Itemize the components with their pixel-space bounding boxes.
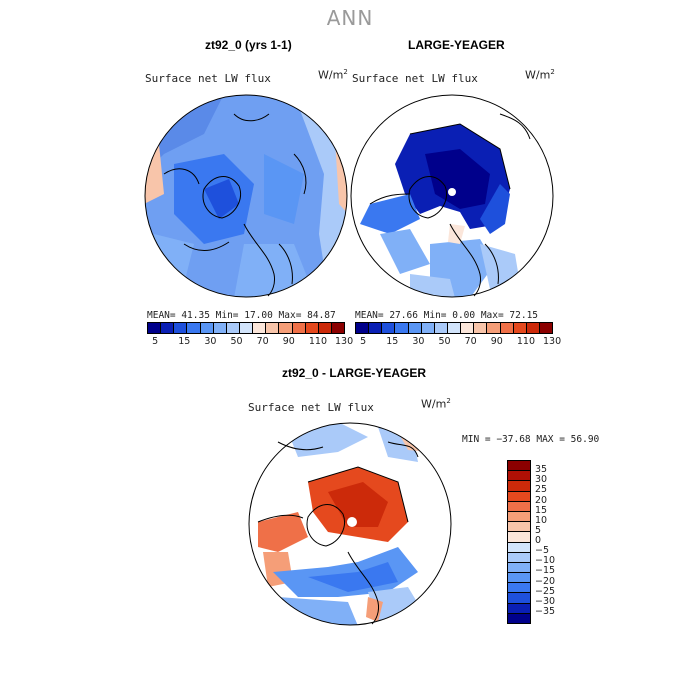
colorbar-tick-label: 0 xyxy=(535,535,542,547)
colorbar-swatch xyxy=(408,323,422,333)
colorbar-tick-label: −15 xyxy=(535,565,556,577)
colorbar-swatch xyxy=(266,323,280,333)
colorbar-swatch xyxy=(508,562,530,574)
colorbar-tick-label: 110 xyxy=(516,336,535,347)
colorbar-swatch xyxy=(508,542,530,553)
colorbar-swatch xyxy=(279,323,293,333)
colorbar-tick-label: 20 xyxy=(535,494,548,506)
colorbar-swatch xyxy=(382,323,396,333)
colorbar-tick-label: 90 xyxy=(490,336,503,347)
panel3-units: W/m2 xyxy=(421,397,451,411)
colorbar-swatch xyxy=(508,511,530,523)
colorbar-tick-label: 15 xyxy=(386,336,399,347)
colorbar-swatch xyxy=(434,323,448,333)
panel1-polar-map xyxy=(144,94,348,298)
colorbar-swatch xyxy=(356,323,370,333)
colorbar-swatch xyxy=(461,323,475,333)
colorbar-swatch xyxy=(508,593,530,604)
panel1-units: W/m2 xyxy=(318,68,348,82)
colorbar-swatch xyxy=(174,323,188,333)
panel1-variable-label: Surface net LW flux xyxy=(145,72,271,85)
colorbar-swatch xyxy=(200,323,214,333)
colorbar-swatch xyxy=(508,552,530,563)
colorbar-tick-label: 35 xyxy=(535,464,548,476)
figure-title: ANN xyxy=(326,6,374,30)
colorbar-tick-label: −25 xyxy=(535,585,556,597)
colorbar-swatch xyxy=(187,323,201,333)
colorbar-swatch xyxy=(487,323,501,333)
colorbar-swatch xyxy=(226,323,240,333)
panel2-variable-label: Surface net LW flux xyxy=(352,72,478,85)
colorbar-swatch xyxy=(508,461,530,472)
colorbar-swatch xyxy=(318,323,332,333)
colorbar-tick-label: 30 xyxy=(412,336,425,347)
colorbar-tick-label: 5 xyxy=(152,336,159,347)
colorbar-swatch xyxy=(474,323,488,333)
colorbar-swatch xyxy=(508,532,530,543)
colorbar-swatch xyxy=(508,501,530,512)
panel2-colorbar xyxy=(355,322,553,334)
colorbar-tick-label: 110 xyxy=(308,336,327,347)
colorbar-tick-label: −35 xyxy=(535,605,556,617)
colorbar-tick-label: 5 xyxy=(360,336,367,347)
colorbar-swatch xyxy=(447,323,462,333)
colorbar-swatch xyxy=(526,323,540,333)
colorbar-swatch xyxy=(508,471,530,482)
colorbar-tick-label: −5 xyxy=(535,545,550,557)
colorbar-swatch xyxy=(292,323,306,333)
colorbar-tick-label: −20 xyxy=(535,575,556,587)
colorbar-swatch xyxy=(508,573,530,584)
colorbar-tick-label: 50 xyxy=(438,336,451,347)
colorbar-tick-label: 25 xyxy=(535,484,548,496)
colorbar-swatch xyxy=(508,613,530,623)
colorbar-tick-label: 130 xyxy=(335,336,354,347)
panel1-title: zt92_0 (yrs 1-1) xyxy=(205,38,292,52)
colorbar-tick-label: 90 xyxy=(282,336,295,347)
colorbar-swatch xyxy=(508,481,530,492)
colorbar-swatch xyxy=(508,603,530,614)
colorbar-swatch xyxy=(508,583,530,594)
colorbar-swatch xyxy=(161,323,175,333)
colorbar-tick-label: −30 xyxy=(535,595,556,607)
panel3-colorbar xyxy=(507,460,531,624)
colorbar-tick-label: 15 xyxy=(535,504,548,516)
panel2-colorbar-ticks: 5 15 30 50 70 90 110 130 xyxy=(355,336,561,350)
colorbar-tick-label: 15 xyxy=(178,336,191,347)
colorbar-tick-label: −10 xyxy=(535,555,556,567)
colorbar-swatch xyxy=(331,323,345,333)
colorbar-tick-label: 30 xyxy=(204,336,217,347)
colorbar-tick-label: 70 xyxy=(464,336,477,347)
colorbar-swatch xyxy=(421,323,435,333)
colorbar-swatch xyxy=(539,323,553,333)
panel3-polar-map xyxy=(248,422,452,626)
colorbar-tick-label: 70 xyxy=(256,336,269,347)
panel2-polar-map xyxy=(350,94,554,298)
colorbar-swatch xyxy=(513,323,527,333)
colorbar-tick-label: 10 xyxy=(535,514,548,526)
panel2-title: LARGE-YEAGER xyxy=(408,38,505,52)
colorbar-swatch xyxy=(253,323,267,333)
colorbar-tick-label: 30 xyxy=(535,474,548,486)
colorbar-swatch xyxy=(395,323,409,333)
colorbar-swatch xyxy=(508,522,530,533)
panel3-stats: MIN = −37.68 MAX = 56.90 xyxy=(462,434,600,445)
colorbar-tick-label: 50 xyxy=(230,336,243,347)
colorbar-swatch xyxy=(508,491,530,502)
panel1-colorbar-ticks: 5 15 30 50 70 90 110 130 xyxy=(147,336,353,350)
panel3-colorbar-ticks: 35 30 25 20 15 10 5 0 −5 −10 −15 −20 −25 −30 −35 xyxy=(535,460,575,622)
panel1-stats: MEAN= 41.35 Min= 17.00 Max= 84.87 xyxy=(147,310,336,321)
colorbar-swatch xyxy=(148,323,162,333)
colorbar-swatch xyxy=(305,323,319,333)
panel2-stats: MEAN= 27.66 Min= 0.00 Max= 72.15 xyxy=(355,310,539,321)
panel2-units: W/m2 xyxy=(525,68,555,82)
colorbar-tick-label: 130 xyxy=(543,336,562,347)
colorbar-tick-label: 5 xyxy=(535,524,542,536)
panel1-colorbar xyxy=(147,322,345,334)
colorbar-swatch xyxy=(239,323,254,333)
panel3-title: zt92_0 - LARGE-YEAGER xyxy=(282,366,427,380)
panel3-variable-label: Surface net LW flux xyxy=(248,401,374,414)
colorbar-swatch xyxy=(369,323,383,333)
colorbar-swatch xyxy=(500,323,514,333)
colorbar-swatch xyxy=(213,323,227,333)
